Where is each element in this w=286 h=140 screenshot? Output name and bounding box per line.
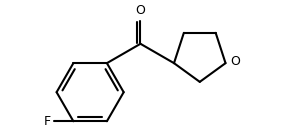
Text: F: F: [44, 115, 51, 128]
Text: O: O: [136, 4, 145, 17]
Text: O: O: [230, 55, 240, 68]
